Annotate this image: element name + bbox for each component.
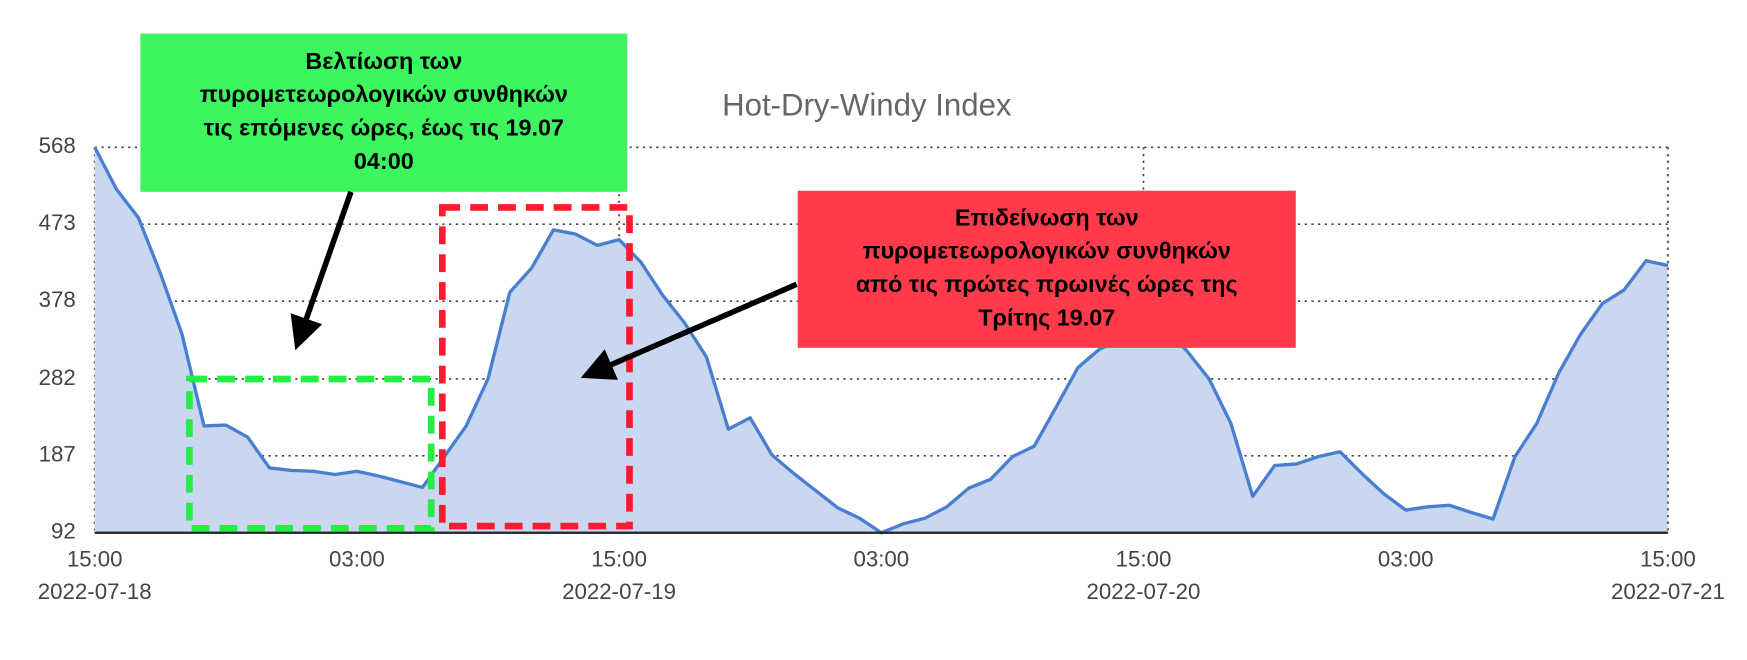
annotation-text: 04:00: [354, 148, 414, 174]
x-tick-label: 03:00: [1378, 547, 1434, 572]
annotation-text: από τις πρώτες πρωινές ώρες της: [856, 271, 1238, 297]
y-tick-label: 378: [39, 287, 76, 312]
area: [94, 147, 1668, 533]
arrow: [580, 281, 798, 380]
y-tick-label: 187: [39, 442, 76, 467]
y-tick-label: 92: [51, 519, 76, 544]
annotation-text: Επιδείνωση των: [955, 204, 1139, 230]
x-tick-label: 15:00: [67, 547, 123, 572]
y-tick-label: 282: [39, 365, 76, 390]
x-tick-label: 15:00: [591, 547, 647, 572]
annotation-text: Βελτίωση των: [305, 48, 462, 74]
x-tick-date: 2022-07-19: [562, 579, 676, 604]
x-tick-date: 2022-07-18: [38, 579, 152, 604]
plot: 92 187 282 378 473 568 15:00 2022-07-18 03:00 15:…: [38, 133, 1725, 604]
y-tick-label: 568: [39, 133, 76, 158]
annotation-text: τις επόμενες ώρες, έως τις 19.07: [204, 115, 564, 141]
annotation-text: πυρομετεωρολογικών συνθηκών: [863, 238, 1231, 264]
annotation-box: [797, 190, 1296, 348]
x-tick-label: 03:00: [853, 547, 909, 572]
x-tick-date: 2022-07-20: [1087, 579, 1201, 604]
arrow: [290, 190, 354, 351]
highlight-box: [186, 375, 435, 532]
x-tick-label: 03:00: [329, 547, 385, 572]
annotation-text: Τρίτης 19.07: [978, 305, 1115, 331]
chart-title: Hot-Dry-Windy Index: [722, 87, 1012, 122]
highlight-box: [438, 204, 633, 530]
annotation-texts: Βελτίωση των πυρομετεωρολογικών συνθηκών τ…: [200, 48, 1238, 331]
y-tick-label: 473: [39, 210, 76, 235]
x-tick-label: 15:00: [1640, 547, 1696, 572]
annotation-box: [140, 33, 628, 192]
annotation-text: πυρομετεωρολογικών συνθηκών: [200, 81, 568, 107]
x-tick-date: 2022-07-21: [1611, 579, 1725, 604]
x-tick-label: 15:00: [1116, 547, 1172, 572]
